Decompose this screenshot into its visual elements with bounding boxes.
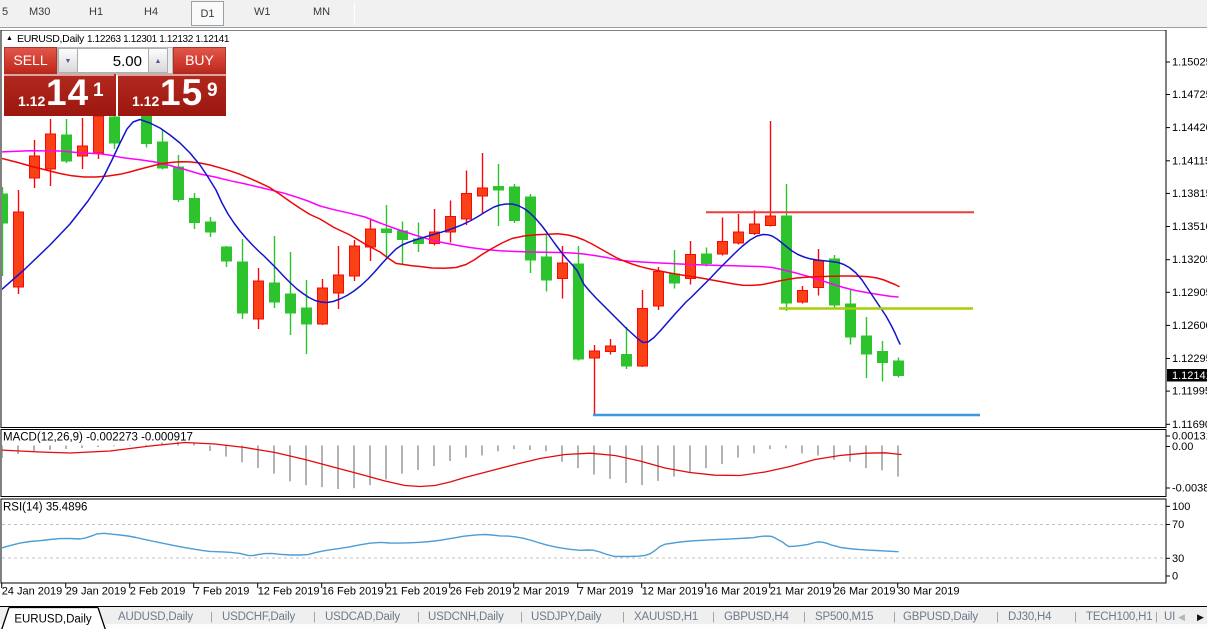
svg-text:16 Feb 2019: 16 Feb 2019 [322, 586, 384, 598]
svg-text:1.13815: 1.13815 [1172, 188, 1207, 200]
svg-text:1.14725: 1.14725 [1172, 89, 1207, 101]
svg-text:0.00: 0.00 [1172, 441, 1193, 453]
svg-text:30 Mar 2019: 30 Mar 2019 [898, 586, 960, 598]
svg-text:1.14115: 1.14115 [1172, 155, 1207, 167]
svg-text:21 Mar 2019: 21 Mar 2019 [770, 586, 832, 598]
svg-text:0.001313: 0.001313 [1172, 431, 1207, 443]
svg-text:1.13205: 1.13205 [1172, 254, 1207, 266]
svg-text:EURUSD,Daily: EURUSD,Daily [14, 614, 92, 626]
svg-text:MACD(12,26,9) -0.002273 -0.000: MACD(12,26,9) -0.002273 -0.000917 [3, 432, 193, 444]
svg-text:0: 0 [1172, 571, 1178, 583]
svg-text:12 Feb 2019: 12 Feb 2019 [258, 586, 320, 598]
svg-text:7 Mar 2019: 7 Mar 2019 [578, 586, 634, 598]
svg-text:26 Feb 2019: 26 Feb 2019 [450, 586, 512, 598]
svg-text:1.14420: 1.14420 [1172, 122, 1207, 134]
svg-text:70: 70 [1172, 519, 1184, 531]
svg-text:16 Mar 2019: 16 Mar 2019 [706, 586, 768, 598]
svg-text:100: 100 [1172, 501, 1190, 513]
svg-text:1.11690: 1.11690 [1172, 419, 1207, 431]
svg-text:1.11995: 1.11995 [1172, 386, 1207, 398]
svg-text:24 Jan 2019: 24 Jan 2019 [2, 586, 63, 598]
svg-text:21 Feb 2019: 21 Feb 2019 [386, 586, 448, 598]
svg-text:26 Mar 2019: 26 Mar 2019 [834, 586, 896, 598]
svg-text:2 Feb 2019: 2 Feb 2019 [130, 586, 186, 598]
svg-text:2 Mar 2019: 2 Mar 2019 [514, 586, 570, 598]
svg-text:1.13510: 1.13510 [1172, 221, 1207, 233]
svg-text:12 Mar 2019: 12 Mar 2019 [642, 586, 704, 598]
svg-text:1.12295: 1.12295 [1172, 353, 1207, 365]
svg-text:30: 30 [1172, 553, 1184, 565]
svg-text:1.12141: 1.12141 [1172, 370, 1207, 382]
svg-text:29 Jan 2019: 29 Jan 2019 [66, 586, 127, 598]
svg-text:RSI(14) 35.4896: RSI(14) 35.4896 [3, 502, 87, 514]
svg-text:1.12905: 1.12905 [1172, 287, 1207, 299]
svg-text:1.15025: 1.15025 [1172, 57, 1207, 69]
svg-text:1.12600: 1.12600 [1172, 320, 1207, 332]
svg-text:-0.003862: -0.003862 [1172, 483, 1207, 495]
svg-text:7 Feb 2019: 7 Feb 2019 [194, 586, 250, 598]
